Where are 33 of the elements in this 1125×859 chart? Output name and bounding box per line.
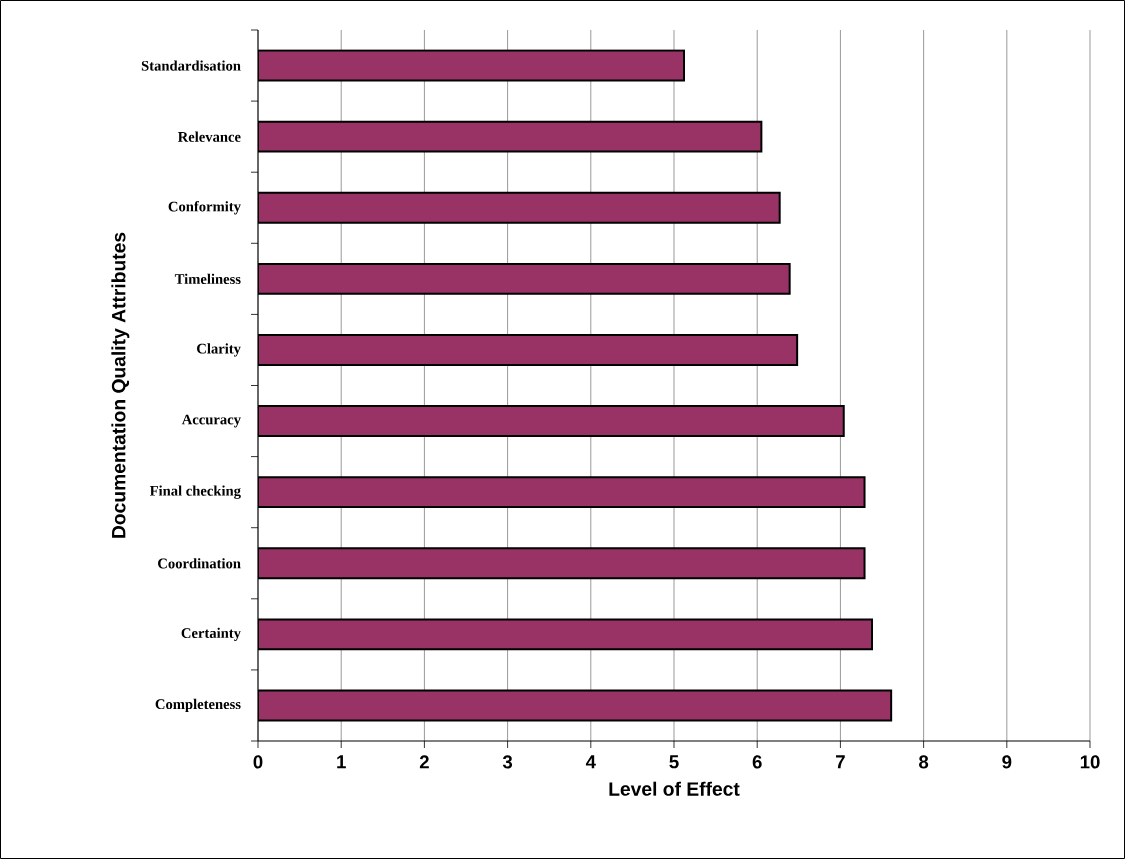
x-tick-label: 2	[419, 755, 429, 769]
x-tick-label: 1	[337, 755, 346, 769]
bar	[258, 476, 866, 509]
bar	[258, 547, 866, 580]
y-tick-label: Standardisation	[141, 60, 241, 71]
bar	[258, 191, 781, 224]
y-tick-label: Timeliness	[174, 273, 241, 284]
x-tick-label: 6	[752, 755, 762, 769]
bar	[258, 334, 799, 366]
y-tick-label: Accuracy	[181, 414, 241, 428]
bar	[258, 405, 845, 437]
y-axis-title: Documentation Quality Attributes	[111, 232, 130, 538]
bar	[258, 49, 685, 82]
bar	[258, 262, 791, 295]
y-tick-label: Clarity	[197, 343, 241, 357]
y-tick-label: Conformity	[168, 201, 241, 215]
x-tick-label: 0	[253, 755, 263, 769]
bar	[258, 689, 893, 722]
y-tick-label: Relevance	[177, 131, 241, 142]
x-tick-label: 8	[919, 755, 929, 769]
y-tick-label: Certainty	[181, 627, 241, 641]
bar	[258, 618, 874, 651]
bar	[258, 120, 763, 153]
x-tick-label: 3	[502, 755, 513, 769]
x-tick-label: 4	[585, 755, 596, 769]
y-tick-label: Coordination	[158, 558, 241, 569]
x-tick-label: 9	[1002, 755, 1012, 769]
x-tick-label: 5	[669, 755, 679, 769]
x-tick-label: 7	[836, 755, 845, 769]
y-tick-label: Final checking	[149, 485, 241, 499]
y-tick-label: Completeness	[155, 698, 241, 713]
x-tick-label: 10	[1080, 755, 1100, 769]
x-axis-title: Level of Effect	[609, 781, 740, 796]
